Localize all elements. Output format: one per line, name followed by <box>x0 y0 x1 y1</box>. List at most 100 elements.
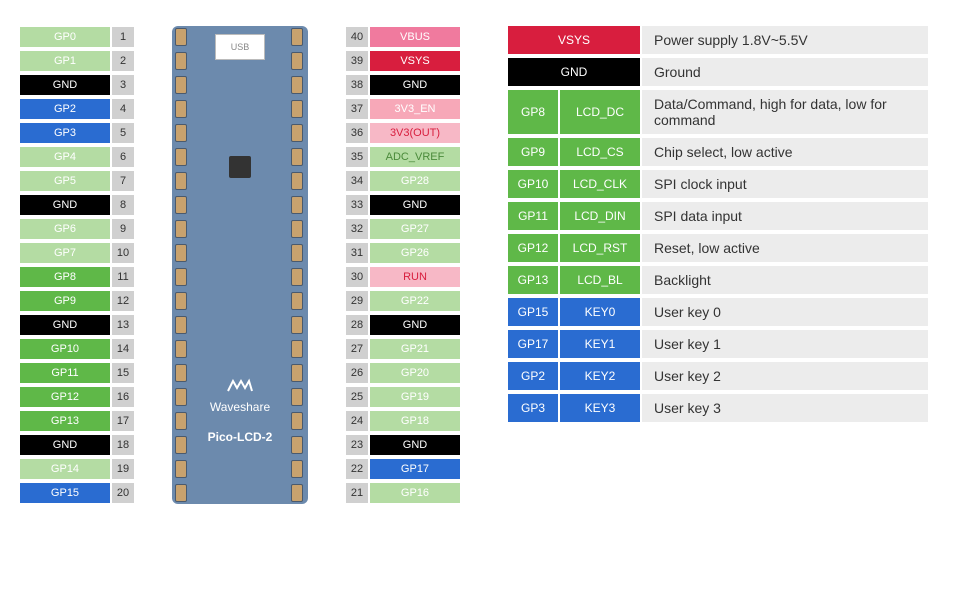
legend-tag: GP17 <box>508 330 558 358</box>
pin-label: GP0 <box>20 27 110 47</box>
pin-number: 4 <box>112 99 134 119</box>
pin-row: GND8 <box>20 194 136 216</box>
pin-label: GP8 <box>20 267 110 287</box>
legend-tag: GP3 <box>508 394 558 422</box>
right-pin-column: VBUS40VSYS39GND383V3_EN373V3(OUT)36ADC_V… <box>344 26 460 506</box>
pin-number: 8 <box>112 195 134 215</box>
pin-row: GP2834 <box>344 170 460 192</box>
pin-label: GND <box>20 315 110 335</box>
legend-desc: SPI data input <box>642 202 928 230</box>
pin-number: 25 <box>346 387 368 407</box>
pin-label: GND <box>20 75 110 95</box>
pin-row: GP912 <box>20 290 136 312</box>
pin-label: GP14 <box>20 459 110 479</box>
pin-label: 3V3_EN <box>370 99 460 119</box>
pin-row: GP1621 <box>344 482 460 504</box>
pin-label: GP17 <box>370 459 460 479</box>
legend-row: GP12LCD_RSTReset, low active <box>508 234 928 262</box>
legend-desc: Data/Command, high for data, low for com… <box>642 90 928 134</box>
pin-number: 31 <box>346 243 368 263</box>
pin-row: ADC_VREF35 <box>344 146 460 168</box>
legend-row: GP9LCD_CSChip select, low active <box>508 138 928 166</box>
legend-row: GP10LCD_CLKSPI clock input <box>508 170 928 198</box>
legend-tag: GP15 <box>508 298 558 326</box>
pin-row: GP2732 <box>344 218 460 240</box>
pin-number: 26 <box>346 363 368 383</box>
pin-label: GND <box>370 435 460 455</box>
legend-tag: GP12 <box>508 234 558 262</box>
legend-desc: User key 3 <box>642 394 928 422</box>
pin-row: GP2229 <box>344 290 460 312</box>
pin-number: 33 <box>346 195 368 215</box>
chip-icon <box>229 156 251 178</box>
pin-label: GP20 <box>370 363 460 383</box>
legend-desc: Reset, low active <box>642 234 928 262</box>
pin-number: 19 <box>112 459 134 479</box>
pin-row: GP2127 <box>344 338 460 360</box>
pin-label: GP15 <box>20 483 110 503</box>
pin-row: GP1824 <box>344 410 460 432</box>
pin-label: GP6 <box>20 219 110 239</box>
pin-row: GP1115 <box>20 362 136 384</box>
legend-desc: User key 0 <box>642 298 928 326</box>
pin-label: RUN <box>370 267 460 287</box>
legend-desc: User key 1 <box>642 330 928 358</box>
pin-row: RUN30 <box>344 266 460 288</box>
pin-label: GP3 <box>20 123 110 143</box>
pin-row: GP811 <box>20 266 136 288</box>
pin-row: GP46 <box>20 146 136 168</box>
legend-tag: LCD_CLK <box>560 170 640 198</box>
pin-row: GP1419 <box>20 458 136 480</box>
legend-row: VSYSPower supply 1.8V~5.5V <box>508 26 928 54</box>
pin-number: 1 <box>112 27 134 47</box>
pin-number: 16 <box>112 387 134 407</box>
pin-label: GP13 <box>20 411 110 431</box>
legend-row: GP11LCD_DINSPI data input <box>508 202 928 230</box>
pin-row: 3V3(OUT)36 <box>344 122 460 144</box>
legend-tag: LCD_DIN <box>560 202 640 230</box>
pin-number: 28 <box>346 315 368 335</box>
legend-desc: Power supply 1.8V~5.5V <box>642 26 928 54</box>
legend-tag: KEY2 <box>560 362 640 390</box>
pin-number: 3 <box>112 75 134 95</box>
pin-number: 17 <box>112 411 134 431</box>
pin-label: GP2 <box>20 99 110 119</box>
legend-tag: GP8 <box>508 90 558 134</box>
legend-row: GP15KEY0User key 0 <box>508 298 928 326</box>
legend-tag: LCD_RST <box>560 234 640 262</box>
legend-tag: LCD_DC <box>560 90 640 134</box>
brand-text: Waveshare <box>210 400 270 414</box>
pin-number: 36 <box>346 123 368 143</box>
pin-number: 38 <box>346 75 368 95</box>
legend-row: GP3KEY3User key 3 <box>508 394 928 422</box>
pin-row: GP1014 <box>20 338 136 360</box>
legend-row: GP2KEY2User key 2 <box>508 362 928 390</box>
pin-label: GP7 <box>20 243 110 263</box>
pin-number: 34 <box>346 171 368 191</box>
pin-label: GP27 <box>370 219 460 239</box>
pin-row: GP35 <box>20 122 136 144</box>
legend-tag: KEY3 <box>560 394 640 422</box>
pin-label: GP16 <box>370 483 460 503</box>
pin-number: 15 <box>112 363 134 383</box>
pin-number: 22 <box>346 459 368 479</box>
pin-label: VSYS <box>370 51 460 71</box>
pin-label: GP19 <box>370 387 460 407</box>
brand-label: Waveshare <box>172 376 308 414</box>
pin-label: GP28 <box>370 171 460 191</box>
pinout-diagram: GP01GP12GND3GP24GP35GP46GP57GND8GP69GP71… <box>0 0 960 532</box>
pin-row: GP1925 <box>344 386 460 408</box>
pin-number: 20 <box>112 483 134 503</box>
pin-row: GND38 <box>344 74 460 96</box>
pin-label: GND <box>20 195 110 215</box>
pin-number: 7 <box>112 171 134 191</box>
pin-row: GND3 <box>20 74 136 96</box>
pin-label: GP9 <box>20 291 110 311</box>
pin-row: GND23 <box>344 434 460 456</box>
legend-desc: SPI clock input <box>642 170 928 198</box>
pin-row: GND13 <box>20 314 136 336</box>
pin-label: VBUS <box>370 27 460 47</box>
legend-row: GNDGround <box>508 58 928 86</box>
pin-number: 18 <box>112 435 134 455</box>
pin-label: GP21 <box>370 339 460 359</box>
